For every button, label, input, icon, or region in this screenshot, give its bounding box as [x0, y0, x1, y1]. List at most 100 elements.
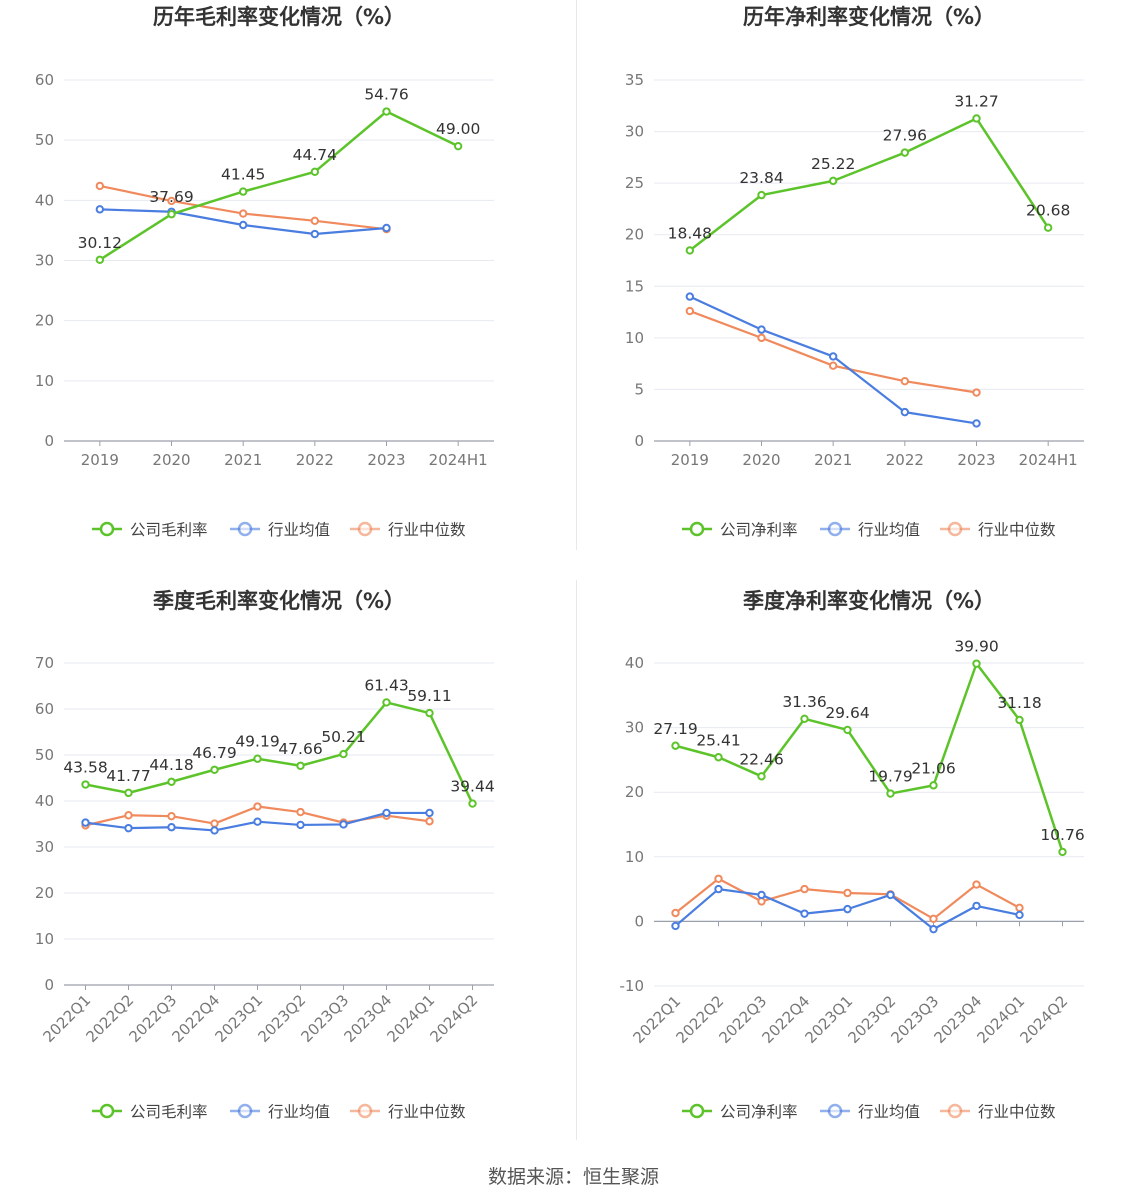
x-tick-label: 2019	[671, 451, 709, 469]
x-tick-label: 2023	[957, 451, 995, 469]
data-point	[1015, 715, 1024, 725]
legend-label: 公司净利率	[720, 521, 798, 539]
legend: 公司净利率 行业均值 行业中位数	[682, 1103, 1056, 1121]
legend-item[interactable]: 公司毛利率	[92, 521, 208, 539]
data-point	[1043, 223, 1053, 232]
data-point	[685, 292, 695, 301]
data-point	[1015, 910, 1024, 920]
data-point	[296, 761, 305, 770]
y-tick-label: 40	[35, 191, 54, 209]
legend-item[interactable]: 行业均值	[820, 1103, 920, 1121]
y-tick-label: 35	[625, 71, 644, 89]
data-point	[167, 196, 176, 206]
data-point	[800, 714, 809, 724]
chart-title: 历年净利率变化情况（%）	[743, 5, 995, 29]
y-tick-label: 10	[625, 848, 644, 866]
data-label: 59.11	[407, 687, 451, 705]
y-tick-label: 0	[44, 976, 54, 994]
data-point	[382, 698, 391, 707]
legend-item[interactable]: 公司毛利率	[92, 1103, 208, 1121]
data-point	[425, 708, 434, 718]
data-point	[253, 802, 262, 811]
legend-label: 行业中位数	[388, 1103, 466, 1121]
data-point	[714, 884, 723, 894]
legend-item[interactable]: 行业均值	[820, 521, 920, 539]
legend-label: 行业均值	[858, 521, 920, 539]
legend-item[interactable]: 行业中位数	[350, 1103, 466, 1121]
data-point	[167, 210, 176, 219]
y-tick-label: 60	[35, 700, 54, 718]
data-point	[972, 419, 981, 428]
data-point	[124, 788, 133, 798]
data-point	[81, 818, 90, 827]
data-point	[843, 725, 852, 735]
industry-avg-series	[671, 884, 1024, 934]
data-point	[1015, 903, 1024, 913]
data-label: 25.22	[811, 155, 855, 173]
data-point	[886, 789, 895, 798]
data-label: 20.68	[1026, 202, 1070, 220]
data-point	[95, 205, 105, 214]
legend-item[interactable]: 公司净利率	[682, 1103, 798, 1121]
legend-item[interactable]: 公司净利率	[682, 521, 798, 539]
data-point	[843, 888, 852, 898]
legend-item[interactable]: 行业均值	[230, 1103, 330, 1121]
data-label: 46.79	[192, 744, 236, 762]
data-label: 49.00	[436, 120, 480, 138]
y-tick-label: 10	[35, 372, 54, 390]
legend-item[interactable]: 行业中位数	[940, 1103, 1056, 1121]
data-point	[972, 388, 981, 397]
legend-swatch-marker	[99, 521, 115, 537]
y-tick-label: 20	[35, 884, 54, 902]
data-point	[124, 823, 133, 833]
data-point	[929, 924, 938, 934]
data-label: 29.64	[825, 704, 869, 722]
y-tick-label: 20	[625, 226, 644, 244]
data-point	[238, 220, 248, 230]
data-point	[800, 909, 809, 918]
data-label: 37.69	[149, 188, 193, 206]
data-point	[800, 884, 809, 894]
legend-label: 公司净利率	[720, 1103, 798, 1121]
data-point	[828, 176, 838, 186]
x-tick-label: 2020	[152, 451, 190, 469]
chart-title: 历年毛利率变化情况（%）	[153, 5, 405, 29]
chart-title: 季度毛利率变化情况（%）	[153, 589, 405, 613]
data-point	[685, 306, 695, 316]
y-tick-label: 30	[625, 123, 644, 141]
data-point	[671, 921, 680, 931]
data-point	[296, 807, 305, 817]
legend-item[interactable]: 行业均值	[230, 521, 330, 539]
legend-item[interactable]: 行业中位数	[350, 521, 466, 539]
x-tick-label: 2024Q2	[427, 991, 482, 1046]
divider-top	[576, 0, 577, 550]
data-point	[757, 190, 766, 200]
legend: 公司净利率 行业均值 行业中位数	[682, 521, 1056, 539]
y-tick-label: 5	[634, 380, 644, 398]
chart-annual-net-margin: 历年净利率变化情况（%） 0 5 10 15 20 25 30 35 2019 2020 2021 20…	[577, 0, 1147, 550]
legend-label: 行业中位数	[388, 521, 466, 539]
data-point	[1058, 847, 1067, 857]
legend-label: 行业中位数	[978, 521, 1056, 539]
data-point	[339, 820, 348, 829]
y-tick-label: -10	[620, 977, 645, 995]
data-point	[167, 823, 176, 832]
legend-item[interactable]: 行业中位数	[940, 521, 1056, 539]
data-point	[828, 361, 838, 370]
y-tick-label: 30	[35, 252, 54, 270]
data-point	[310, 229, 320, 239]
data-point	[757, 890, 766, 900]
data-label: 44.74	[293, 146, 337, 164]
legend-label: 行业均值	[268, 521, 330, 539]
data-point	[382, 107, 391, 116]
y-tick-label: 20	[625, 783, 644, 801]
series-line	[675, 662, 1064, 853]
data-point	[972, 901, 981, 911]
legend: 公司毛利率 行业均值 行业中位数	[92, 1103, 466, 1121]
y-tick-label: 60	[35, 71, 54, 89]
company-series: 18.48 23.84 25.22 27.96 31.27 20.68	[668, 92, 1070, 255]
data-label: 18.48	[668, 224, 712, 242]
data-point	[468, 799, 477, 808]
y-tick-label: 70	[35, 654, 54, 672]
